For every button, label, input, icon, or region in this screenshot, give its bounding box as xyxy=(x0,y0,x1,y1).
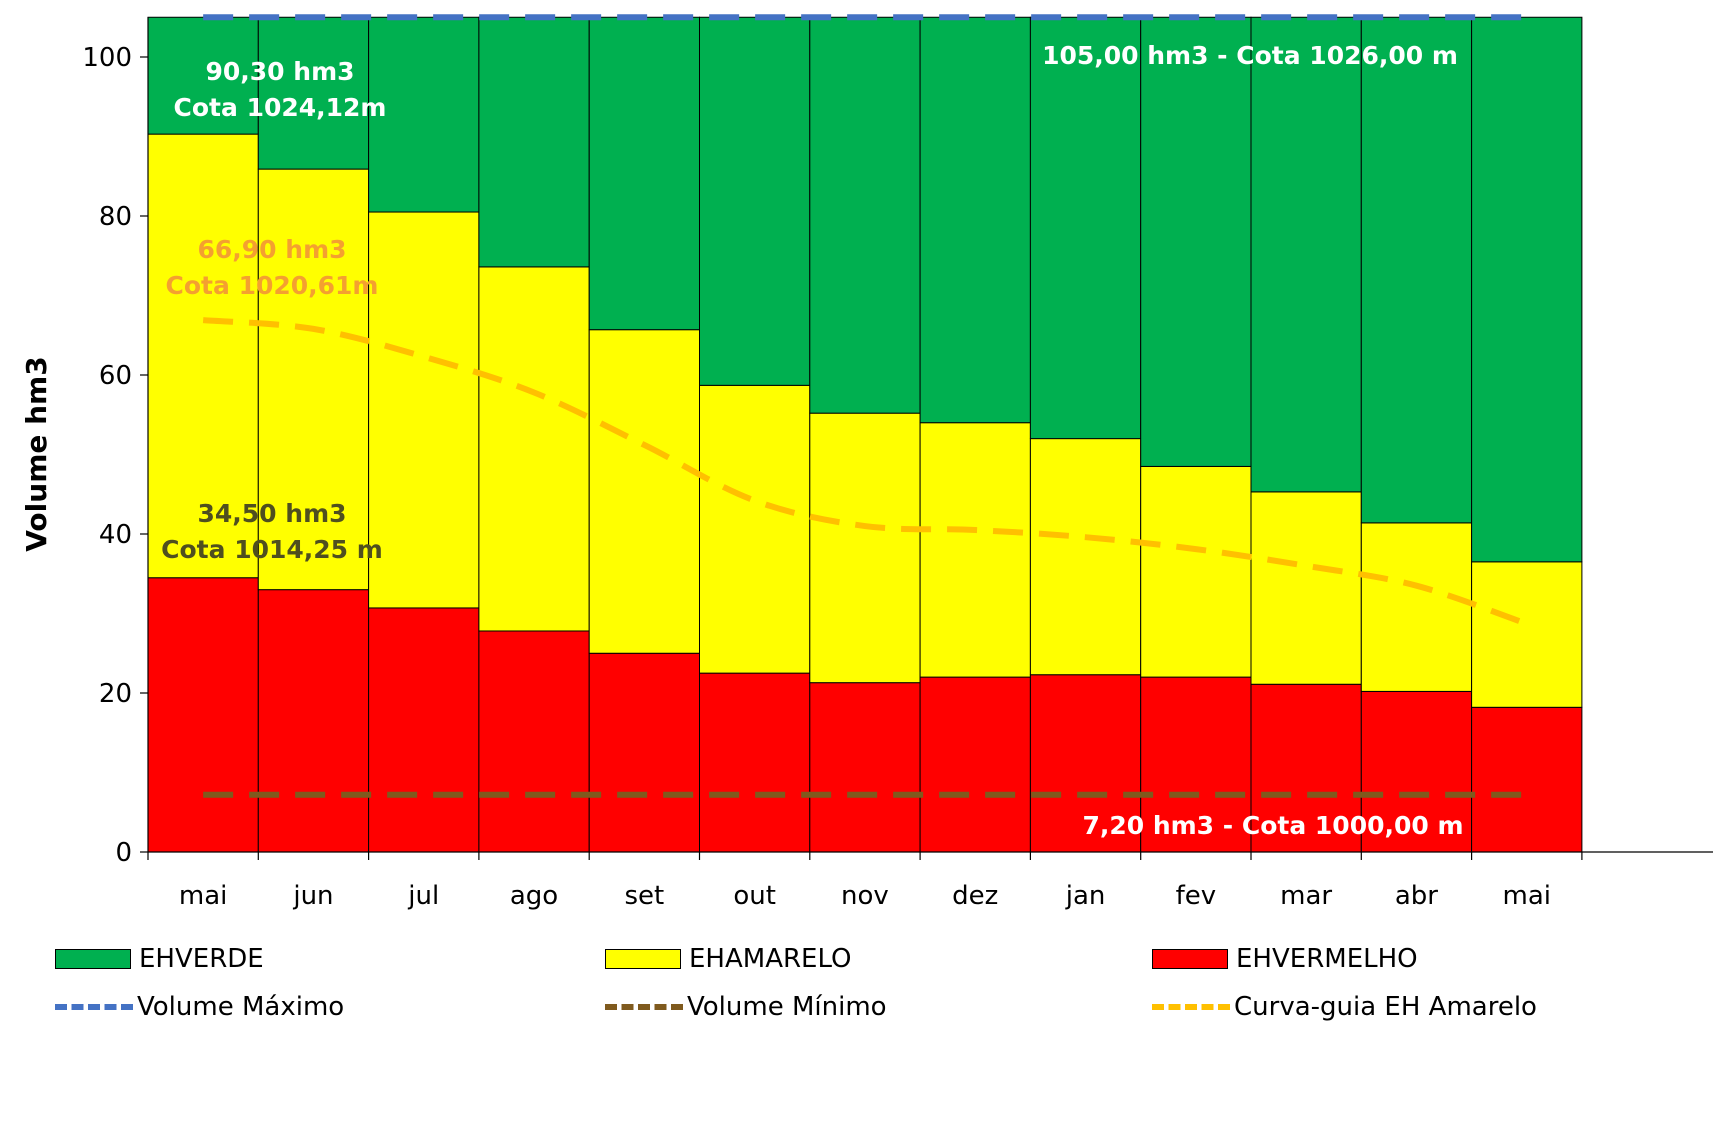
legend-dash-curva-guia xyxy=(1152,1004,1230,1010)
legend-label-ehvermelho: EHVERMELHO xyxy=(1236,944,1418,974)
bar-ehverde-mar xyxy=(1251,17,1361,492)
legend-swatch-ehamarelo xyxy=(605,949,681,969)
bar-ehvermelho-mai xyxy=(148,578,258,852)
legend-item-curva-guia: Curva-guia EH Amarelo xyxy=(1152,992,1537,1022)
x-tick-label: out xyxy=(733,881,776,911)
bar-ehamarelo-ago xyxy=(479,267,589,631)
x-tick-label: fev xyxy=(1176,881,1217,911)
legend-swatch-ehverde xyxy=(55,949,131,969)
legend-label-ehverde: EHVERDE xyxy=(139,944,264,974)
bar-ehverde-ago xyxy=(479,17,589,267)
bar-ehvermelho-out xyxy=(700,673,810,852)
volume-chart: 0 20 40 60 80 100 mai jun jul ago set out nov dez jan f… xyxy=(0,0,1713,940)
legend-item-volume-minimo: Volume Mínimo xyxy=(605,992,887,1022)
legend-label-curva-guia: Curva-guia EH Amarelo xyxy=(1234,992,1537,1022)
x-tick-label: abr xyxy=(1395,881,1438,911)
y-tick-label: 100 xyxy=(82,43,132,73)
bar-ehamarelo-abr xyxy=(1361,523,1471,692)
bar-ehamarelo-jul xyxy=(369,212,479,608)
legend-item-volume-maximo: Volume Máximo xyxy=(55,992,344,1022)
x-tick-label: jul xyxy=(407,881,439,911)
x-tick-label: mar xyxy=(1280,881,1332,911)
y-tick-label: 60 xyxy=(99,361,132,391)
bar-ehamarelo-mai xyxy=(1472,562,1582,707)
y-tick-label: 20 xyxy=(99,679,132,709)
bar-ehamarelo-mar xyxy=(1251,492,1361,684)
annotation-red-line-1: 34,50 hm3 xyxy=(197,499,346,528)
bar-ehvermelho-nov xyxy=(810,683,920,852)
x-tick-label: jan xyxy=(1065,881,1106,911)
legend-item-ehamarelo: EHAMARELO xyxy=(605,944,852,974)
x-tick-label: dez xyxy=(952,881,998,911)
x-tick-label: mai xyxy=(179,881,227,911)
y-tick-label: 0 xyxy=(115,838,132,868)
x-tick-label: jun xyxy=(292,881,333,911)
bar-ehamarelo-nov xyxy=(810,413,920,683)
annotation-min-line-1: 7,20 hm3 - Cota 1000,00 m xyxy=(1082,811,1463,840)
bar-ehvermelho-mai xyxy=(1472,707,1582,852)
legend-dash-volume-maximo xyxy=(55,1004,133,1010)
bar-ehverde-fev xyxy=(1141,17,1251,466)
bar-ehvermelho-set xyxy=(589,653,699,852)
legend-label-volume-maximo: Volume Máximo xyxy=(137,992,344,1022)
bar-ehverde-abr xyxy=(1361,17,1471,523)
y-tick-label: 40 xyxy=(99,520,132,550)
x-tick-label: nov xyxy=(841,881,889,911)
bar-ehvermelho-jun xyxy=(258,590,368,852)
x-tick-label: set xyxy=(624,881,664,911)
bar-ehverde-jan xyxy=(1030,17,1140,438)
bar-ehverde-mai xyxy=(1472,17,1582,562)
x-tick-label: ago xyxy=(510,881,558,911)
bar-ehamarelo-fev xyxy=(1141,466,1251,677)
bar-ehverde-out xyxy=(700,17,810,385)
bar-ehamarelo-dez xyxy=(920,423,1030,677)
x-tick-label: mai xyxy=(1503,881,1551,911)
bar-ehvermelho-dez xyxy=(920,677,1030,852)
annotation-green-line-2: Cota 1024,12m xyxy=(174,93,387,122)
annotation-green-line-1: 90,30 hm3 xyxy=(205,57,354,86)
plot-area: 0 20 40 60 80 100 mai jun jul ago set out nov dez jan f… xyxy=(82,17,1713,911)
bar-ehamarelo-out xyxy=(700,385,810,673)
bar-ehverde-set xyxy=(589,17,699,329)
legend-item-ehvermelho: EHVERMELHO xyxy=(1152,944,1418,974)
annotation-orange-line-1: 66,90 hm3 xyxy=(197,235,346,264)
bar-ehamarelo-jan xyxy=(1030,439,1140,675)
annotation-red-line-2: Cota 1014,25 m xyxy=(161,535,383,564)
bar-ehamarelo-set xyxy=(589,330,699,654)
y-axis-label: Volume hm3 xyxy=(20,356,53,551)
annotation-max-line-1: 105,00 hm3 - Cota 1026,00 m xyxy=(1042,41,1458,70)
bar-ehvermelho-ago xyxy=(479,631,589,852)
legend-label-ehamarelo: EHAMARELO xyxy=(689,944,852,974)
y-tick-label: 80 xyxy=(99,202,132,232)
bar-ehverde-nov xyxy=(810,17,920,413)
bar-ehverde-dez xyxy=(920,17,1030,422)
legend: EHVERDE EHAMARELO EHVERMELHO Volume Máxi… xyxy=(55,944,1713,1124)
legend-swatch-ehvermelho xyxy=(1152,949,1228,969)
bar-ehvermelho-jul xyxy=(369,608,479,852)
annotation-orange-line-2: Cota 1020,61m xyxy=(166,271,379,300)
legend-label-volume-minimo: Volume Mínimo xyxy=(687,992,887,1022)
legend-dash-volume-minimo xyxy=(605,1004,683,1010)
legend-item-ehverde: EHVERDE xyxy=(55,944,264,974)
